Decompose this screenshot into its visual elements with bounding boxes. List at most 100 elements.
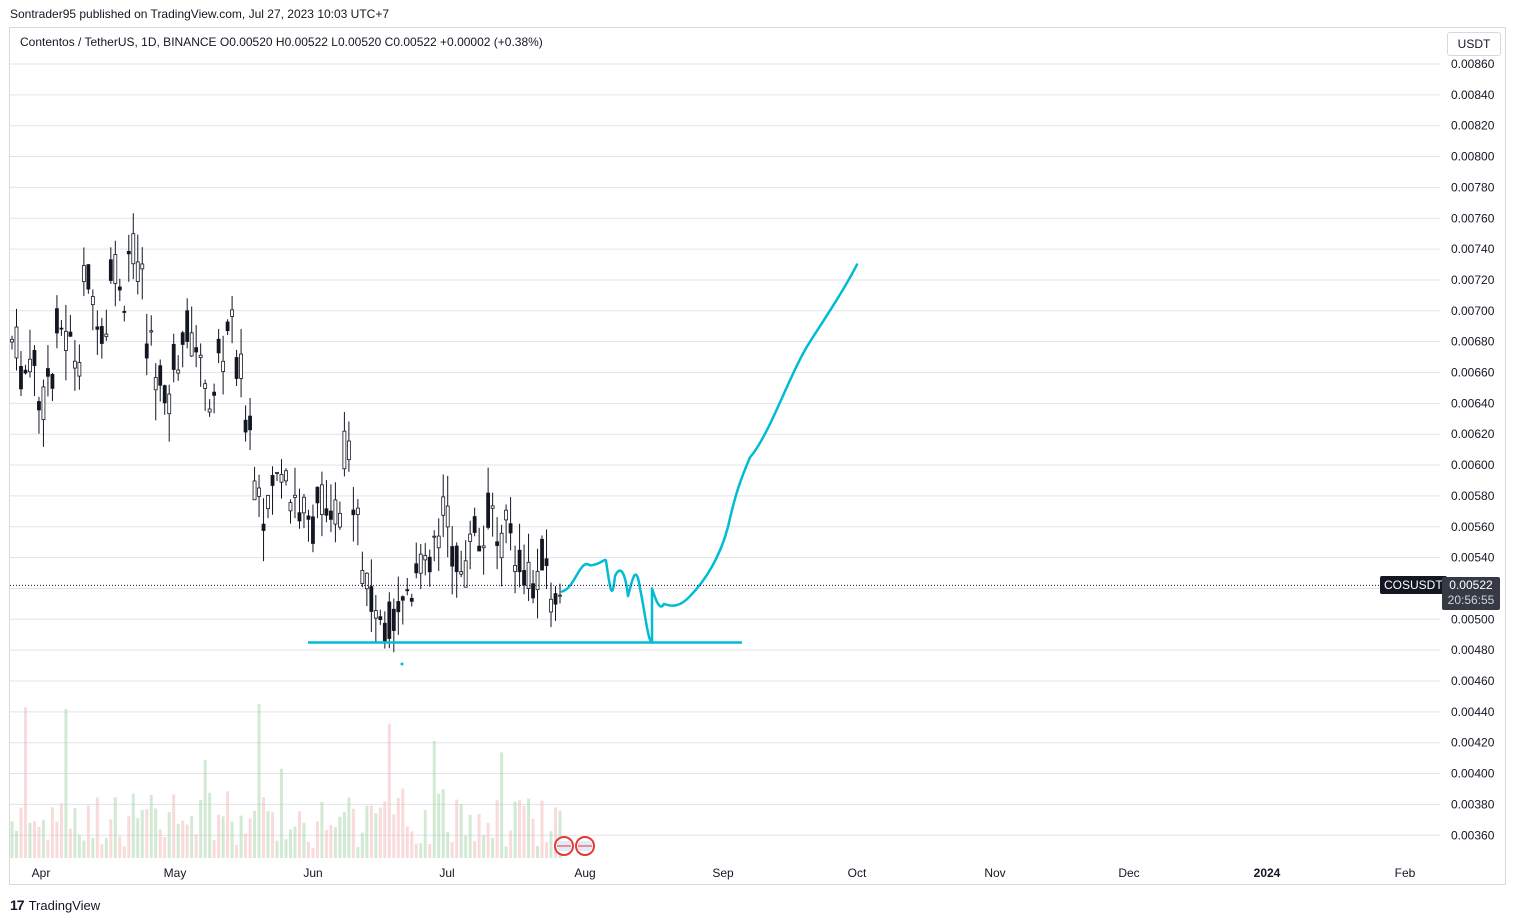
candle-body (171, 343, 176, 370)
x-tick-label: Aug (574, 866, 595, 880)
candle-body (104, 333, 109, 338)
volume-bar (275, 840, 279, 858)
price-axis: 0.00860 0.00840 0.00820 0.00800 0.00780 0.007… (1451, 57, 1495, 842)
volume-bar (64, 708, 68, 858)
candle-body (302, 496, 306, 514)
y-tick-label: 0.00620 (1451, 427, 1495, 441)
volume-bar (280, 768, 284, 858)
candle-body (37, 401, 41, 411)
candle-body (355, 507, 360, 515)
candle-body (86, 264, 91, 290)
volume-bar (342, 811, 346, 858)
candlesticks (10, 213, 562, 653)
time-axis: Apr May Jun Jul Aug Sep Oct Nov Dec 2024 Feb (32, 866, 1416, 880)
candle-body (90, 296, 95, 306)
volume-bar (441, 789, 445, 858)
candle-body (131, 233, 136, 265)
candle-body (279, 474, 284, 483)
currency-unit-button[interactable]: USDT (1447, 32, 1501, 56)
candle-body (418, 553, 423, 574)
volume-bar (437, 793, 441, 858)
volume-bar (86, 805, 90, 858)
volume-bars (10, 703, 562, 858)
candle-body (459, 571, 464, 575)
volume-bar (473, 840, 477, 858)
candle-body (162, 385, 167, 404)
last-price-tag: 0.00522 20:56:55 (1442, 577, 1500, 611)
volume-bar (554, 807, 558, 858)
y-tick-label: 0.00580 (1451, 489, 1495, 503)
candle-body (144, 343, 149, 359)
volume-bar (131, 793, 135, 858)
candle-body (81, 265, 86, 283)
event-flag-icons[interactable] (554, 836, 595, 856)
volume-bar (208, 792, 212, 858)
candle-body (549, 598, 553, 613)
candle-body (364, 572, 369, 590)
footer[interactable]: 17 TradingView (10, 897, 100, 913)
candle-body (68, 331, 73, 337)
candle-body (158, 365, 163, 386)
volume-bar (199, 799, 203, 858)
candle-body (108, 259, 113, 281)
candle-body (117, 286, 122, 291)
candle-body (315, 486, 320, 504)
volume-bar (509, 830, 513, 858)
volume-bar (522, 805, 526, 858)
volume-bar (414, 843, 418, 858)
candle-body (342, 430, 347, 470)
candle-body (23, 369, 28, 374)
x-tick-label: Sep (712, 866, 734, 880)
y-tick-label: 0.00460 (1451, 674, 1495, 688)
candle-body (275, 472, 279, 474)
volume-bar (32, 821, 36, 858)
forecast-path-drawing (560, 263, 859, 644)
candle-body (463, 560, 468, 588)
volume-bar (122, 846, 126, 858)
candle-body (553, 593, 558, 605)
candle-body (297, 512, 302, 522)
candle-body (400, 596, 405, 601)
volume-bar (145, 808, 149, 858)
candle-body (432, 535, 437, 538)
candle-body (486, 492, 491, 528)
candle-body (180, 332, 185, 345)
drawing-dot (400, 662, 404, 666)
volume-bar (163, 836, 167, 858)
volume-bar (401, 788, 405, 858)
candle-body (207, 408, 212, 413)
volume-bar (10, 821, 14, 858)
y-tick-label: 0.00500 (1451, 612, 1495, 626)
candle-body (531, 583, 535, 599)
volume-bar (271, 812, 275, 858)
volume-bar (154, 808, 158, 858)
candle-body (378, 616, 383, 620)
x-tick-label: Jul (439, 866, 454, 880)
candle-body (126, 251, 131, 255)
candle-body (198, 354, 203, 358)
candle-body (338, 512, 342, 528)
candle-body (64, 330, 68, 351)
volume-bar (82, 840, 86, 858)
volume-bar (338, 816, 342, 858)
candle-body (481, 545, 486, 549)
volume-bar (329, 824, 333, 858)
candle-body (50, 374, 55, 389)
volume-bar (176, 823, 180, 858)
volume-bar (387, 723, 391, 858)
volume-bar (172, 794, 176, 858)
candle-body (14, 326, 19, 359)
candle-body (194, 347, 199, 353)
volume-bar (113, 797, 117, 858)
volume-bar (459, 804, 463, 858)
candle-body (46, 368, 50, 377)
volume-bar (356, 847, 360, 858)
candle-body (257, 487, 261, 497)
volume-bar (181, 820, 185, 858)
candle-body (499, 532, 504, 559)
volume-bar (235, 844, 239, 858)
y-tick-label: 0.00720 (1451, 273, 1495, 287)
candle-body (293, 494, 297, 498)
drawings (308, 263, 859, 666)
